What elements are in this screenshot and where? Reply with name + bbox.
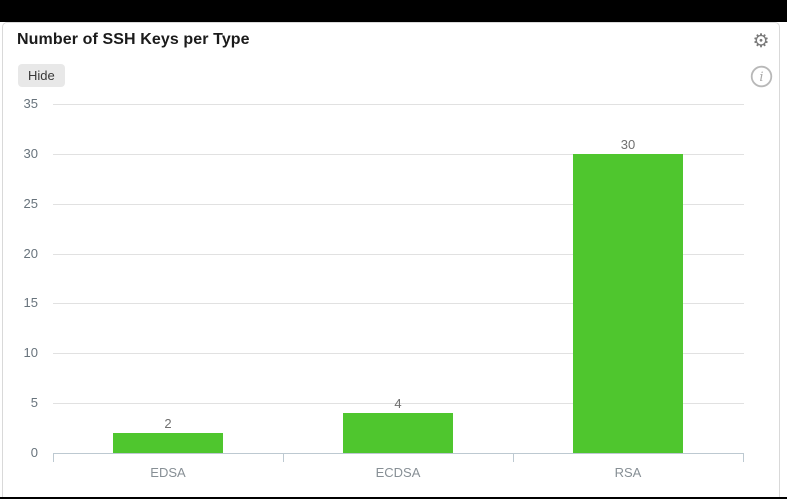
gridline-15 [53,303,744,305]
chart-widget-card: Number of SSH Keys per Type Hide ⚙ i 0 5 1… [2,22,780,497]
page-top-black-strip [0,0,787,22]
y-axis-tick-label: 20 [23,245,38,261]
gridline-10 [53,353,744,355]
info-icon[interactable]: i [750,65,773,88]
x-axis-line [53,453,744,454]
page-bottom-black-strip [0,497,787,499]
x-axis-tick [743,453,744,462]
x-axis-tick [53,453,54,462]
bar-rsa [573,154,683,453]
bar-edsa [113,433,223,453]
gridline-20 [53,253,744,255]
x-axis-category-label: RSA [614,465,642,480]
gear-icon[interactable]: ⚙ [750,31,772,53]
gridline-35 [53,104,744,105]
bar-value-label: 4 [394,396,402,411]
hide-button[interactable]: Hide [18,64,65,87]
svg-text:i: i [759,70,763,85]
gridline-25 [53,203,744,205]
x-axis-category-label: EDSA [150,465,186,480]
x-axis-tick [283,453,284,462]
y-axis-tick-label: 30 [23,145,38,161]
widget-title: Number of SSH Keys per Type [17,31,250,48]
y-axis-tick-label: 35 [23,96,38,111]
y-axis-tick-label: 0 [30,445,38,460]
x-axis-tick [513,453,514,462]
bar-ecdsa [343,413,453,453]
x-axis-category-label: ECDSA [375,465,421,480]
y-axis-tick-label: 15 [23,295,38,311]
y-axis-tick-label: 10 [23,345,38,361]
bar-chart: 0 5 10 15 20 25 30 35 2 EDSA 4 ECDSA 30 RSA [3,23,779,497]
gridline-30 [53,153,744,155]
info-icon-glyph: i [750,65,773,88]
bar-value-label: 2 [164,416,172,431]
y-axis-tick-label: 5 [30,395,38,411]
gridline-5 [53,403,744,405]
bar-value-label: 30 [620,137,636,152]
y-axis-tick-label: 25 [23,195,38,211]
